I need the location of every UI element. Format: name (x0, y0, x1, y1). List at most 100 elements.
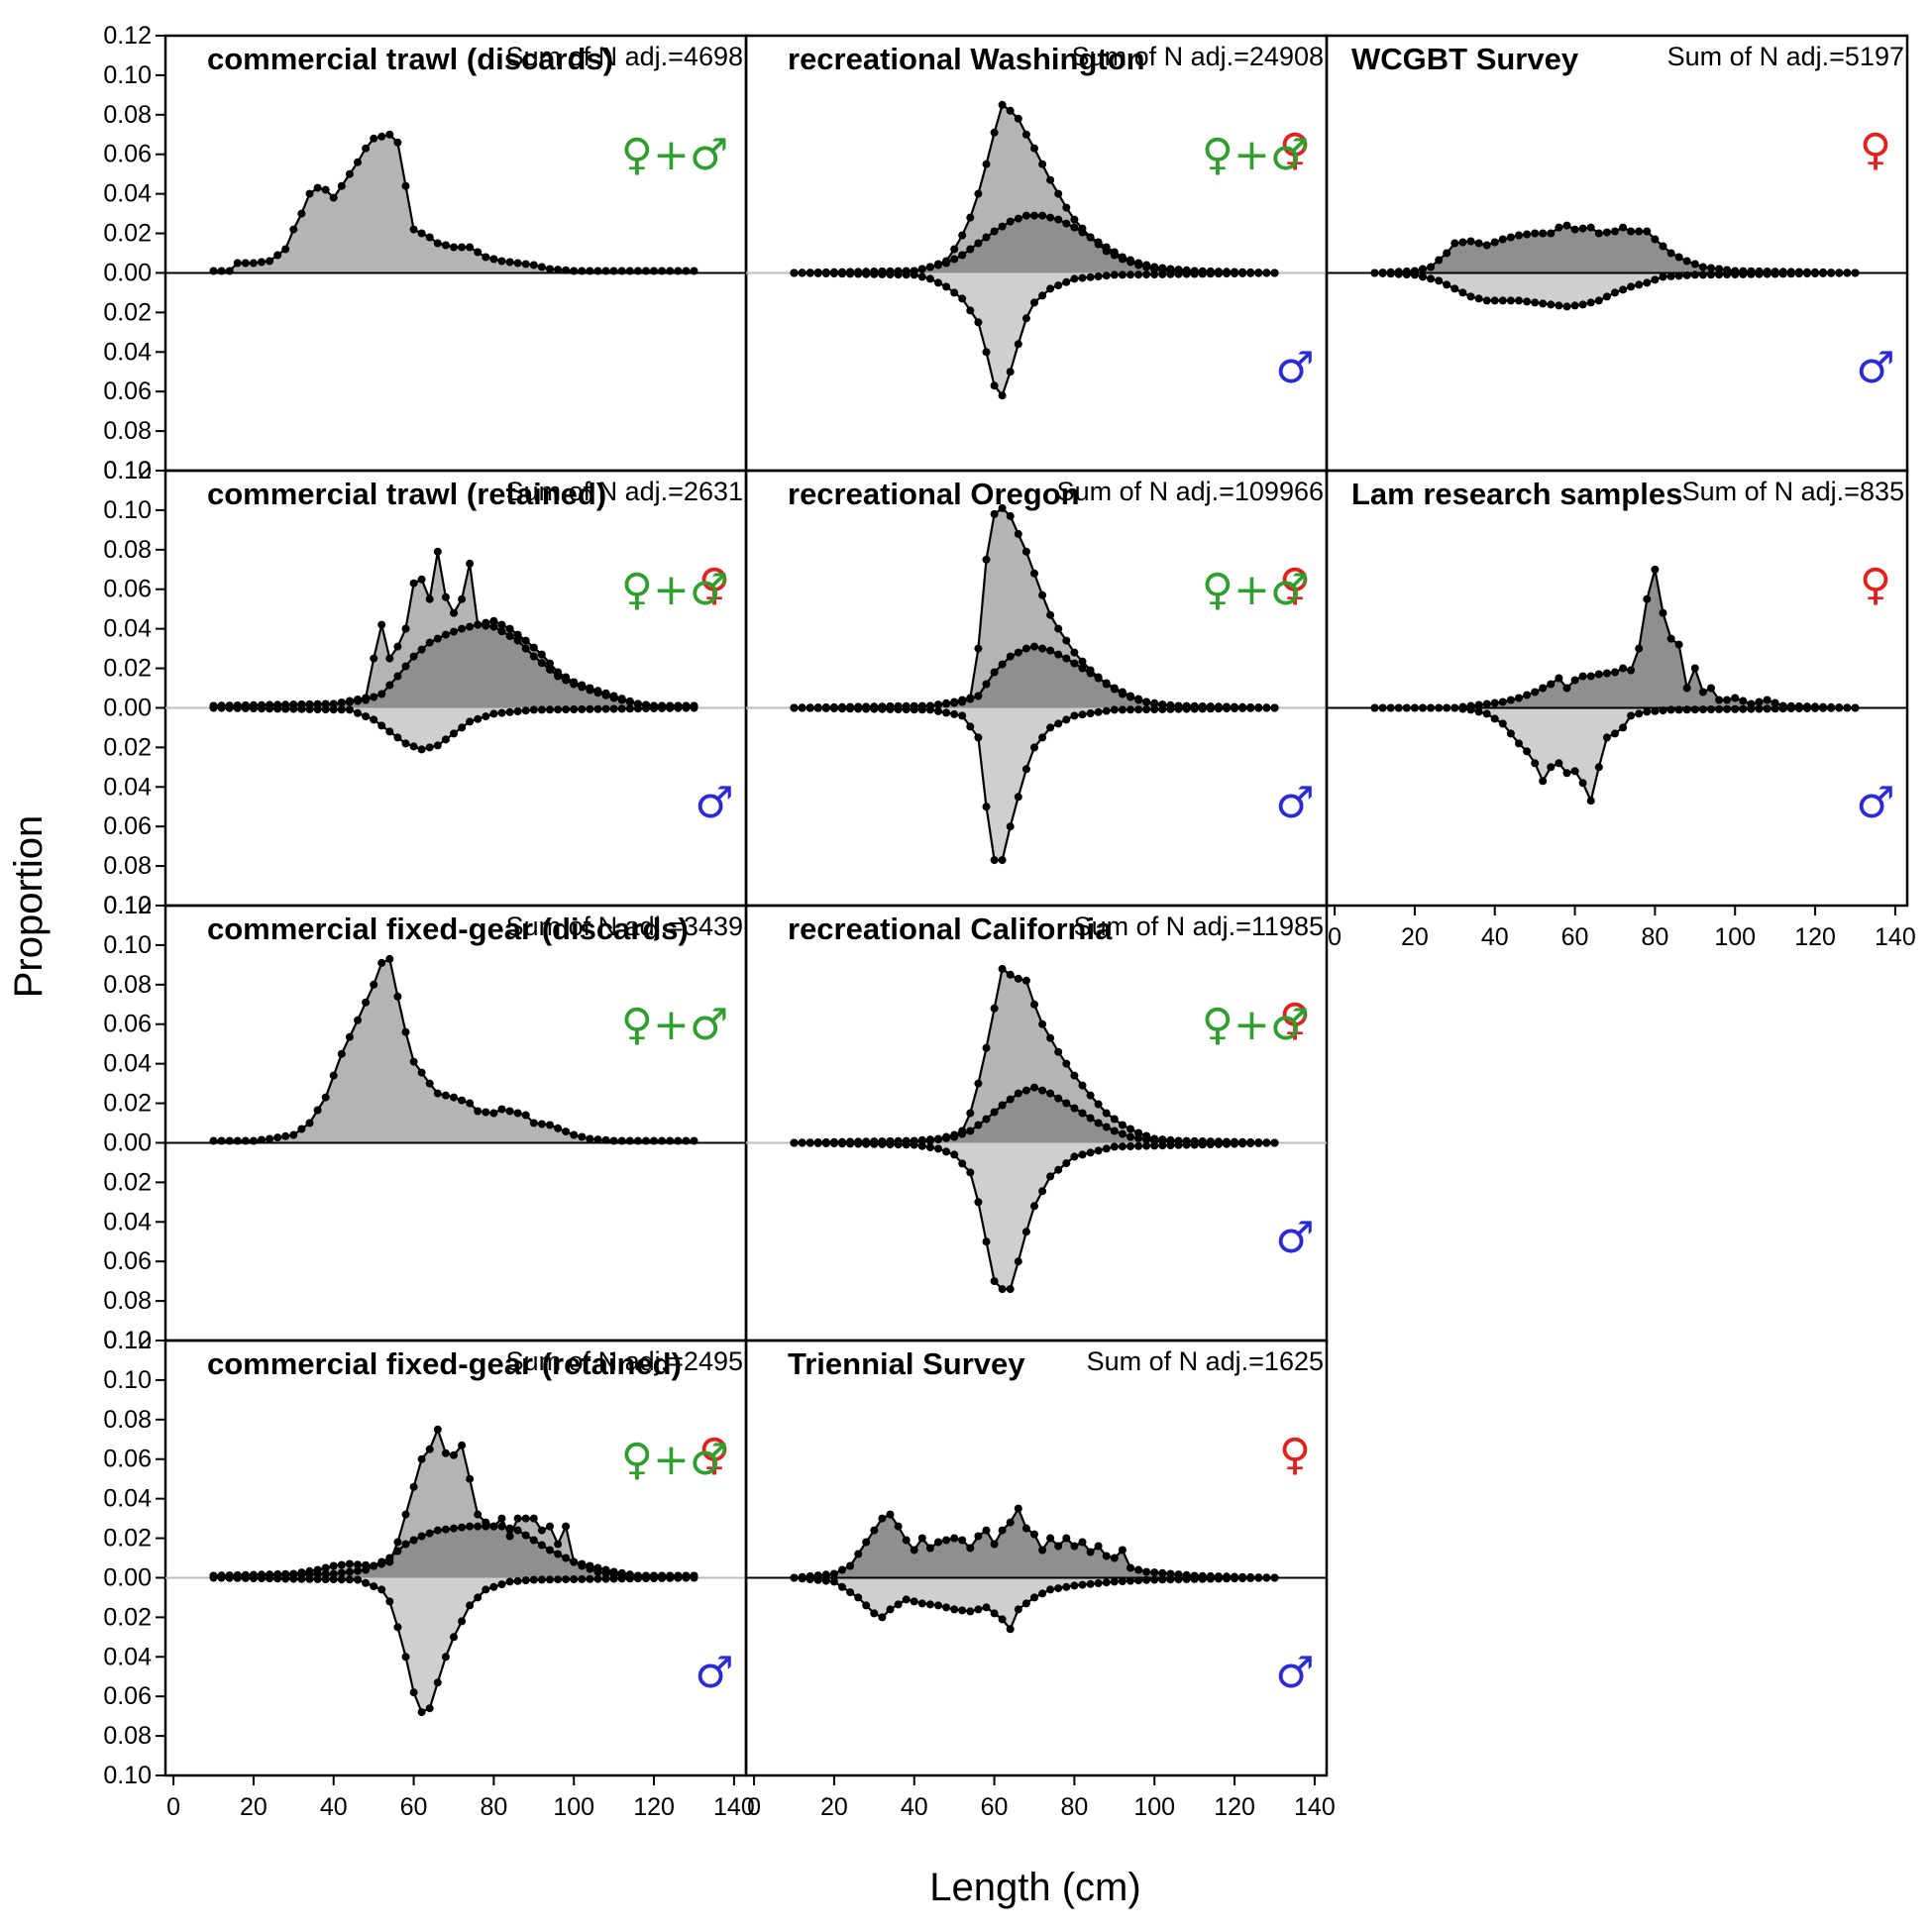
combined-point (217, 267, 226, 275)
female-point (1707, 684, 1715, 693)
y-tick-label: 0.00 (103, 694, 152, 721)
female-point (321, 699, 330, 708)
male-point (1763, 704, 1771, 713)
female-point (425, 1529, 434, 1538)
male-point (633, 704, 642, 713)
male-point (1458, 288, 1467, 297)
male-point (1014, 793, 1022, 802)
male-point (966, 1607, 975, 1616)
combined-point (593, 267, 602, 275)
male-point (917, 272, 926, 281)
male-point (505, 707, 514, 716)
male-point (974, 1198, 983, 1207)
combined-point (1070, 648, 1079, 657)
y-tick-label: 0.02 (103, 655, 152, 683)
female-point (1054, 1542, 1063, 1551)
female-point (1611, 227, 1619, 236)
male-point (1811, 703, 1819, 712)
female-point (950, 698, 959, 707)
male-point (925, 274, 934, 283)
combined-point (393, 138, 402, 147)
y-tick-label: 0.08 (103, 417, 152, 445)
male-point (1490, 714, 1499, 723)
female-point (1014, 1504, 1022, 1513)
female-point (829, 1569, 838, 1578)
male-point (1794, 269, 1803, 278)
male-point (1190, 1574, 1199, 1583)
male-point (1515, 296, 1523, 305)
male-point (1198, 1140, 1207, 1149)
male-point (1238, 703, 1247, 712)
combined-point (273, 1133, 282, 1142)
female-point (958, 698, 967, 706)
female-point (998, 1526, 1007, 1535)
male-point (682, 1573, 691, 1582)
female-point (1118, 253, 1127, 262)
female-point (521, 636, 530, 645)
male-point (902, 1595, 911, 1604)
female-area (794, 646, 1275, 708)
male-point (1046, 1172, 1055, 1181)
combined-point (521, 644, 530, 653)
combined-point (1054, 189, 1063, 198)
male-point (1835, 703, 1844, 712)
combined-point (225, 1136, 234, 1145)
combined-point (370, 134, 378, 143)
male-point (1142, 1575, 1151, 1584)
y-tick-label: 0.10 (103, 1366, 152, 1394)
male-point (370, 715, 378, 724)
male-point (658, 703, 667, 712)
male-point (1070, 711, 1079, 720)
female-point (385, 681, 394, 690)
female-point (1014, 214, 1022, 223)
male-point (1419, 272, 1427, 281)
female-area (1374, 569, 1856, 708)
male-point (813, 1138, 822, 1147)
male-point (821, 1139, 830, 1147)
combined-point (289, 1130, 298, 1139)
x-tick-label: 40 (901, 1793, 928, 1821)
male-point (1715, 704, 1724, 713)
female-point (1134, 1565, 1143, 1574)
male-symbol-icon: ♂ (1275, 343, 1314, 393)
male-point (578, 704, 587, 713)
male-point (1190, 269, 1199, 278)
female-point (1562, 684, 1571, 693)
male-point (942, 1603, 951, 1612)
male-point (934, 1601, 942, 1610)
male-area (213, 1577, 695, 1713)
female-point (466, 622, 475, 631)
female-point (1635, 644, 1644, 653)
female-point (1046, 1534, 1055, 1543)
male-point (586, 704, 594, 713)
male-point (878, 704, 887, 713)
male-point (281, 704, 290, 713)
x-tick-label: 80 (1641, 923, 1668, 951)
y-tick-label: 0.06 (103, 1011, 152, 1038)
x-tick-label: 140 (1294, 1793, 1336, 1821)
male-point (1843, 703, 1852, 712)
male-point (441, 735, 450, 744)
male-point (805, 1575, 814, 1584)
male-point (821, 269, 830, 277)
male-point (249, 704, 258, 712)
male-point (790, 1138, 799, 1147)
female-point (1054, 1094, 1063, 1103)
female-point (1515, 231, 1523, 240)
male-point (1206, 1140, 1215, 1149)
female-point (1682, 684, 1691, 693)
female-point (329, 1569, 338, 1578)
male-point (1158, 1141, 1167, 1150)
combined-point (578, 267, 587, 275)
female-point (1021, 1524, 1030, 1533)
female-point (562, 1554, 571, 1562)
male-point (377, 1585, 386, 1594)
male-point (1238, 1139, 1247, 1148)
combined-point (233, 259, 242, 268)
combined-point (570, 1130, 579, 1139)
female-point (458, 1523, 467, 1532)
male-point (821, 1576, 830, 1585)
female-point (1651, 565, 1660, 574)
combined-point (570, 267, 579, 275)
male-point (846, 1139, 855, 1148)
